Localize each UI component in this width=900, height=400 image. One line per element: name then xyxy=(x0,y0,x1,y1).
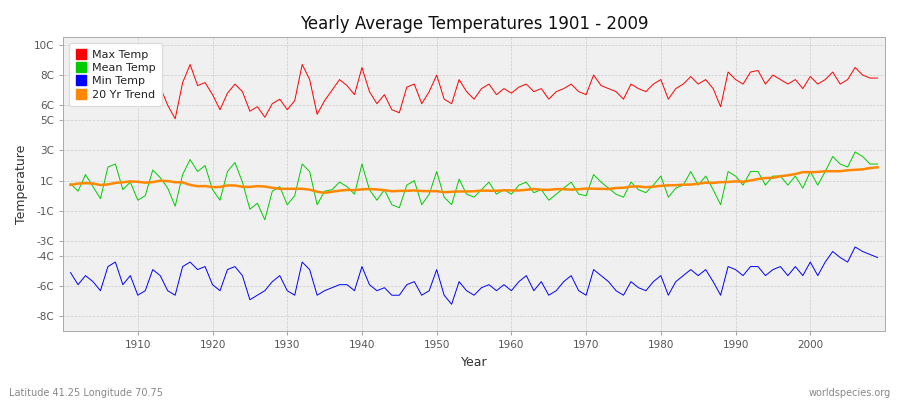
Text: worldspecies.org: worldspecies.org xyxy=(809,388,891,398)
X-axis label: Year: Year xyxy=(461,356,488,369)
Legend: Max Temp, Mean Temp, Min Temp, 20 Yr Trend: Max Temp, Mean Temp, Min Temp, 20 Yr Tre… xyxy=(68,43,162,106)
Title: Yearly Average Temperatures 1901 - 2009: Yearly Average Temperatures 1901 - 2009 xyxy=(300,15,648,33)
Text: Latitude 41.25 Longitude 70.75: Latitude 41.25 Longitude 70.75 xyxy=(9,388,163,398)
Y-axis label: Temperature: Temperature xyxy=(15,145,28,224)
